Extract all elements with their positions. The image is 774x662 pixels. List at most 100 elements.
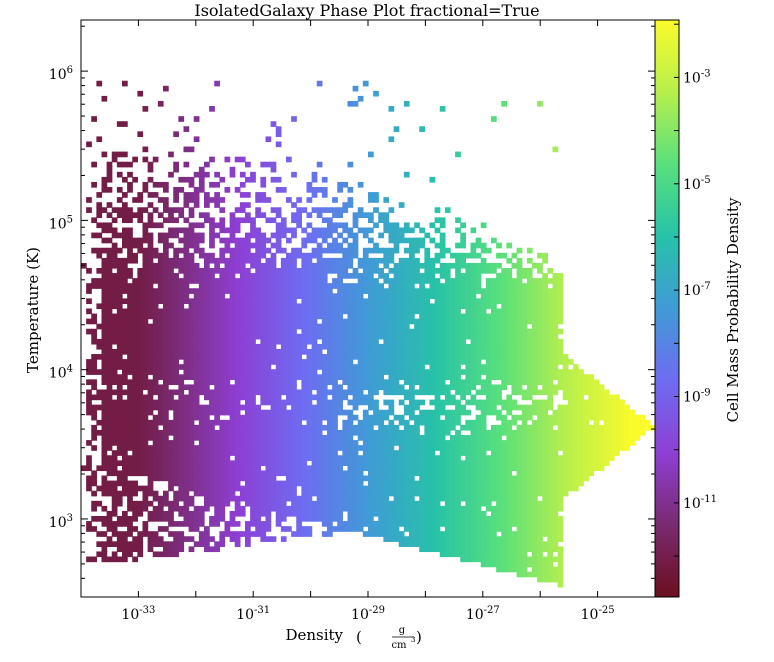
heatmap-cell: [296, 278, 302, 284]
heatmap-cell: [127, 419, 133, 426]
heatmap-cell: [439, 404, 446, 411]
heatmap-cell: [388, 348, 395, 355]
heatmap-cell: [239, 485, 246, 492]
heatmap-cell: [480, 318, 487, 325]
heatmap-cell: [152, 374, 159, 380]
heatmap-cell: [516, 551, 523, 558]
heatmap-cell: [245, 394, 251, 401]
heatmap-cell: [234, 369, 241, 375]
heatmap-cell: [275, 409, 282, 416]
heatmap-cell: [388, 399, 395, 406]
heatmap-cell: [142, 364, 149, 370]
heatmap-cell: [424, 470, 431, 477]
heatmap-cell: [383, 333, 390, 340]
heatmap-cell: [122, 546, 128, 553]
heatmap-cell: [506, 333, 513, 340]
heatmap-cell: [485, 369, 492, 375]
heatmap-cell: [127, 343, 133, 350]
heatmap-cell: [342, 475, 349, 482]
heatmap-cell: [265, 293, 272, 299]
heatmap-cell: [183, 450, 190, 456]
heatmap-cell: [480, 354, 487, 360]
heatmap-cell: [455, 268, 461, 274]
heatmap-cell: [393, 343, 400, 350]
heatmap-cell: [409, 262, 415, 269]
heatmap-cell: [101, 222, 108, 229]
heatmap-cell: [291, 298, 297, 305]
heatmap-cell: [403, 369, 410, 375]
heatmap-cell: [342, 181, 349, 188]
heatmap-cell: [291, 450, 297, 456]
heatmap-cell: [306, 500, 313, 507]
heatmap-cell: [491, 516, 497, 522]
heatmap-cell: [521, 389, 528, 396]
heatmap-cell: [388, 237, 395, 244]
heatmap-cell: [398, 465, 405, 472]
heatmap-cell: [127, 273, 133, 279]
heatmap-cell: [368, 485, 374, 492]
heatmap-cell: [337, 526, 343, 532]
heatmap-cell: [116, 293, 123, 299]
heatmap-cell: [506, 338, 513, 345]
heatmap-cell: [450, 510, 456, 517]
heatmap-cell: [352, 252, 359, 259]
heatmap-cell: [475, 510, 482, 517]
heatmap-cell: [178, 536, 185, 542]
heatmap-cell: [316, 187, 323, 193]
heatmap-cell: [214, 369, 220, 375]
heatmap-cell: [193, 298, 200, 305]
heatmap-cell: [224, 460, 231, 466]
heatmap-cell: [511, 318, 518, 325]
heatmap-cell: [127, 338, 133, 345]
heatmap-cell: [419, 298, 425, 305]
heatmap-cell: [193, 343, 200, 350]
heatmap-cell: [229, 252, 236, 259]
heatmap-cell: [163, 318, 169, 325]
heatmap-cell: [475, 252, 482, 259]
heatmap-cell: [516, 566, 523, 573]
heatmap-cell: [255, 232, 261, 239]
heatmap-cell: [521, 333, 528, 340]
heatmap-cell: [470, 288, 477, 294]
heatmap-cell: [429, 516, 436, 522]
heatmap-cell: [434, 516, 441, 522]
heatmap-cell: [491, 399, 497, 406]
heatmap-cell: [485, 440, 492, 446]
heatmap-cell: [501, 516, 507, 522]
heatmap-cell: [393, 510, 400, 517]
heatmap-cell: [286, 414, 292, 421]
heatmap-cell: [444, 409, 451, 416]
heatmap-cell: [362, 414, 369, 421]
heatmap-cell: [111, 298, 118, 305]
heatmap-cell: [106, 445, 113, 451]
heatmap-cell: [280, 490, 287, 497]
heatmap-cell: [378, 460, 384, 466]
heatmap-cell: [496, 374, 502, 380]
heatmap-cell: [209, 500, 215, 507]
heatmap-cell: [357, 465, 364, 472]
heatmap-cell: [137, 323, 144, 330]
heatmap-cell: [501, 318, 507, 325]
heatmap-cell: [388, 485, 395, 492]
heatmap-cell: [168, 333, 174, 340]
heatmap-cell: [296, 323, 302, 330]
heatmap-cell: [475, 242, 482, 249]
heatmap-cell: [250, 500, 256, 507]
heatmap-cell: [444, 278, 451, 284]
heatmap-cell: [516, 541, 523, 547]
heatmap-cell: [270, 475, 277, 482]
heatmap-cell: [347, 232, 354, 239]
heatmap-cell: [122, 232, 128, 239]
heatmap-cell: [178, 348, 185, 355]
heatmap-cell: [434, 354, 441, 360]
heatmap-cell: [127, 308, 133, 315]
heatmap-cell: [127, 389, 133, 396]
heatmap-cell: [173, 440, 179, 446]
heatmap-cell: [265, 414, 272, 421]
heatmap-cell: [255, 348, 261, 355]
heatmap-cell: [357, 460, 364, 466]
heatmap-cell: [229, 323, 236, 330]
heatmap-cell: [163, 429, 169, 436]
heatmap-cell: [501, 429, 507, 436]
heatmap-cell: [198, 369, 205, 375]
